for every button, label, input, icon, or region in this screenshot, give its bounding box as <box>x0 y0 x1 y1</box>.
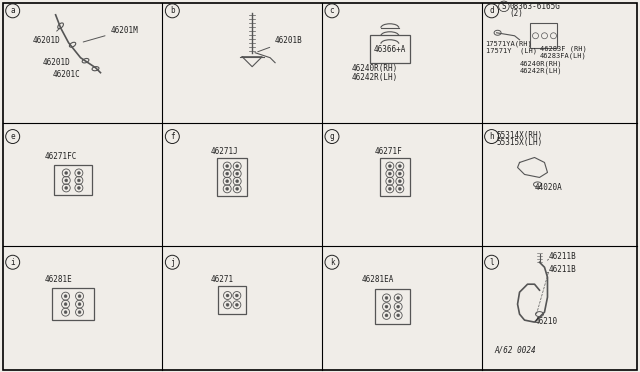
Text: 46271J: 46271J <box>211 147 238 157</box>
Text: 55314X(RH): 55314X(RH) <box>497 131 543 140</box>
Circle shape <box>226 164 228 167</box>
Text: 17571YA(RH): 17571YA(RH) <box>486 41 532 47</box>
Text: 46201B: 46201B <box>258 36 303 52</box>
Circle shape <box>78 303 81 306</box>
Circle shape <box>226 187 228 190</box>
Bar <box>375 289 410 324</box>
Circle shape <box>236 172 239 175</box>
Circle shape <box>236 303 238 306</box>
Text: 46271FC: 46271FC <box>45 153 77 161</box>
Circle shape <box>388 164 391 167</box>
Text: f: f <box>170 132 175 141</box>
Text: h: h <box>490 132 494 141</box>
Text: l: l <box>490 258 494 267</box>
Text: j: j <box>170 258 175 267</box>
Circle shape <box>385 314 388 317</box>
Circle shape <box>388 187 391 190</box>
Circle shape <box>78 311 81 314</box>
Circle shape <box>236 187 239 190</box>
Text: g: g <box>330 132 334 141</box>
Bar <box>54 166 92 195</box>
Text: 46240R(RH): 46240R(RH) <box>352 64 398 73</box>
Circle shape <box>236 164 239 167</box>
Text: e: e <box>10 132 15 141</box>
Circle shape <box>77 179 81 182</box>
Circle shape <box>398 164 401 167</box>
Text: b: b <box>170 6 175 15</box>
Text: 46242R(LH): 46242R(LH) <box>352 73 398 82</box>
Bar <box>380 158 410 196</box>
Text: c: c <box>330 6 334 15</box>
Text: 55315X(LH): 55315X(LH) <box>497 138 543 147</box>
Circle shape <box>397 305 399 308</box>
Circle shape <box>397 296 399 299</box>
Circle shape <box>226 172 228 175</box>
Circle shape <box>77 186 81 189</box>
Circle shape <box>398 187 401 190</box>
Text: k: k <box>330 258 334 267</box>
Circle shape <box>64 303 67 306</box>
Text: 46283F (RH): 46283F (RH) <box>540 46 586 52</box>
Circle shape <box>65 186 68 189</box>
Text: 46281E: 46281E <box>45 275 72 284</box>
Text: 46283FA(LH): 46283FA(LH) <box>540 53 586 59</box>
Text: 08363-6165G: 08363-6165G <box>509 2 561 11</box>
Text: 46242R(LH): 46242R(LH) <box>520 68 562 74</box>
Bar <box>218 286 246 314</box>
Bar <box>217 158 247 196</box>
Text: S: S <box>502 2 506 11</box>
Circle shape <box>236 294 238 297</box>
Circle shape <box>65 179 68 182</box>
Circle shape <box>65 171 68 174</box>
Circle shape <box>236 180 239 183</box>
Text: 46201D: 46201D <box>33 28 61 45</box>
Text: 46366+A: 46366+A <box>374 45 406 54</box>
Circle shape <box>397 314 399 317</box>
Circle shape <box>64 311 67 314</box>
Text: d: d <box>490 6 494 15</box>
Circle shape <box>226 303 229 306</box>
Text: 46210: 46210 <box>534 317 557 326</box>
Text: 46240R(RH): 46240R(RH) <box>520 61 562 67</box>
Circle shape <box>398 180 401 183</box>
Text: 17571Y  (LH): 17571Y (LH) <box>486 48 536 54</box>
Circle shape <box>64 295 67 298</box>
Circle shape <box>385 305 388 308</box>
Circle shape <box>385 296 388 299</box>
Circle shape <box>398 172 401 175</box>
Text: 46271: 46271 <box>211 275 234 284</box>
Text: i: i <box>10 258 15 267</box>
Bar <box>52 288 93 320</box>
Circle shape <box>226 294 229 297</box>
Text: 44020A: 44020A <box>534 183 563 192</box>
Text: (2): (2) <box>509 9 524 18</box>
Circle shape <box>78 295 81 298</box>
Text: 46201M: 46201M <box>83 26 138 42</box>
Circle shape <box>77 171 81 174</box>
Circle shape <box>388 180 391 183</box>
Text: 46211B: 46211B <box>548 265 576 274</box>
Text: 46211B: 46211B <box>548 252 576 261</box>
Text: 46271F: 46271F <box>375 147 403 157</box>
Text: A/62 0024: A/62 0024 <box>495 345 536 354</box>
Text: a: a <box>10 6 15 15</box>
Bar <box>529 23 557 48</box>
Circle shape <box>388 172 391 175</box>
Bar <box>370 35 410 63</box>
Text: 46201D: 46201D <box>43 58 70 67</box>
Text: 46201C: 46201C <box>52 70 81 78</box>
Circle shape <box>226 180 228 183</box>
Text: 46281EA: 46281EA <box>362 275 394 284</box>
